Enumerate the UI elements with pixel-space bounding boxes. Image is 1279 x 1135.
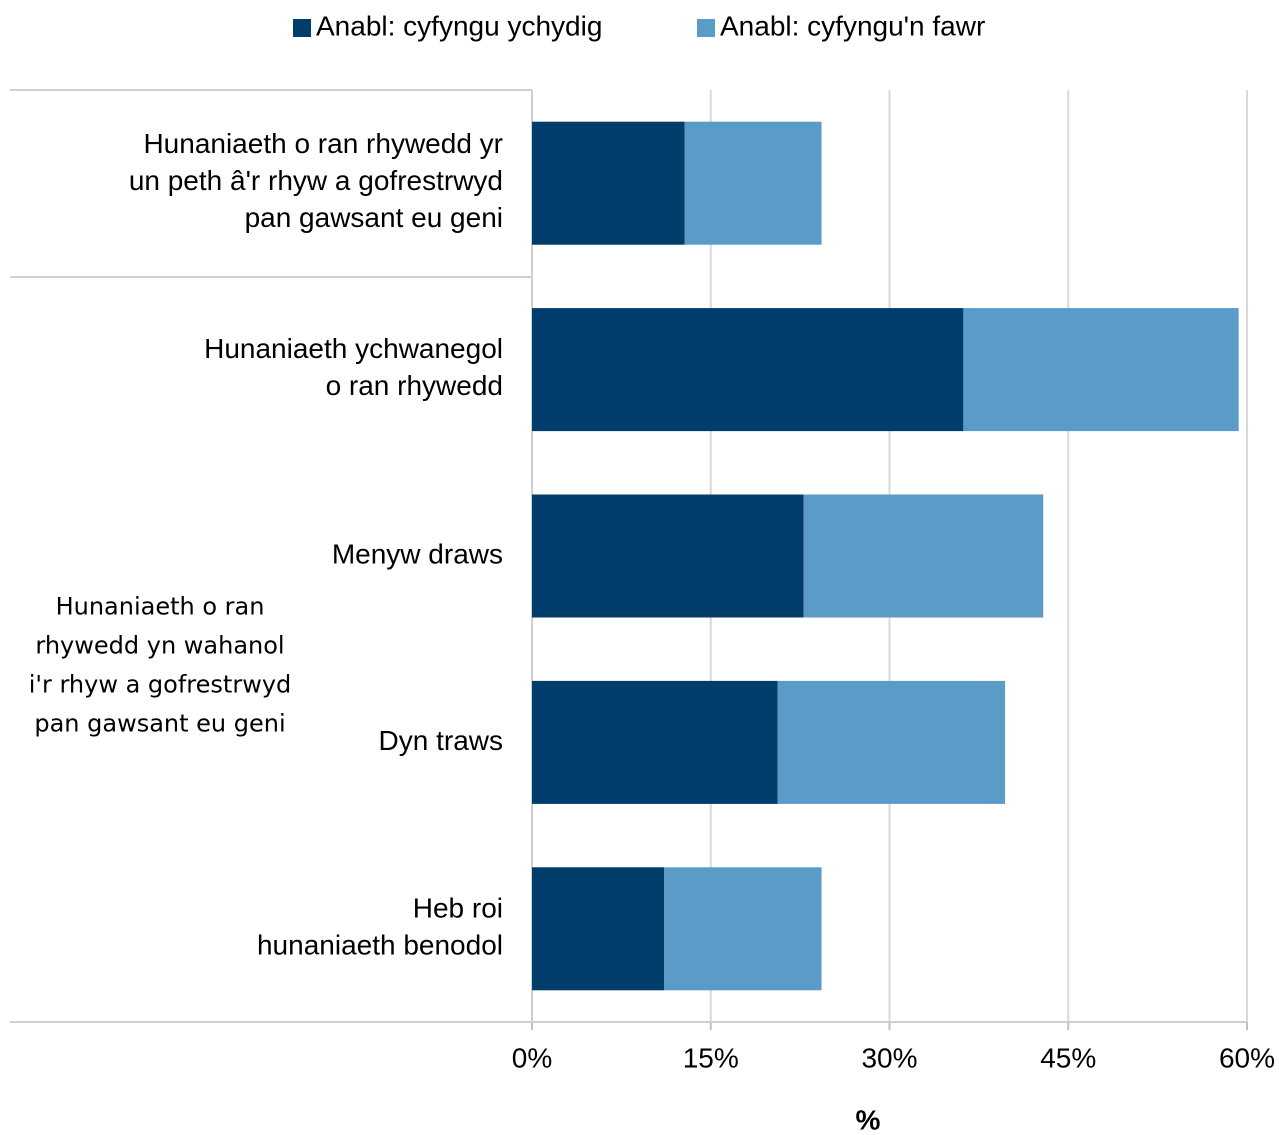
y-tick-label: Hunaniaeth ychwanegol o ran rhywedd (204, 333, 503, 401)
y-tick-label: Hunaniaeth o ran rhywedd yr un peth â'r r… (129, 129, 503, 234)
y-tick-label: Heb roi hunaniaeth benodol (257, 893, 503, 961)
bar (684, 121, 822, 245)
bar (532, 121, 685, 245)
x-tick-label: 60% (1219, 1042, 1275, 1073)
bar (532, 680, 778, 804)
legend-swatch (697, 19, 715, 37)
y-tick-label: Menyw draws (332, 538, 503, 569)
x-tick-label: 45% (1040, 1042, 1096, 1073)
x-tick-label: 15% (683, 1042, 739, 1073)
bar (777, 680, 1006, 804)
bar (532, 867, 665, 991)
x-tick-label: 0% (512, 1042, 552, 1073)
y-tick-label: Dyn traws (379, 725, 503, 756)
legend-label: Anabl: cyfyngu'n fawr (720, 10, 985, 41)
legend-label: Anabl: cyfyngu ychydig (316, 10, 602, 41)
legend-swatch (293, 19, 311, 37)
bar (664, 867, 822, 991)
bar (963, 308, 1239, 432)
bar (803, 494, 1044, 618)
x-axis-title: % (856, 1104, 881, 1135)
bar (532, 494, 804, 618)
group-label: Hunaniaeth o ran rhywedd yn wahanol i'r rh… (29, 593, 292, 738)
bar (532, 308, 964, 432)
x-tick-label: 30% (861, 1042, 917, 1073)
